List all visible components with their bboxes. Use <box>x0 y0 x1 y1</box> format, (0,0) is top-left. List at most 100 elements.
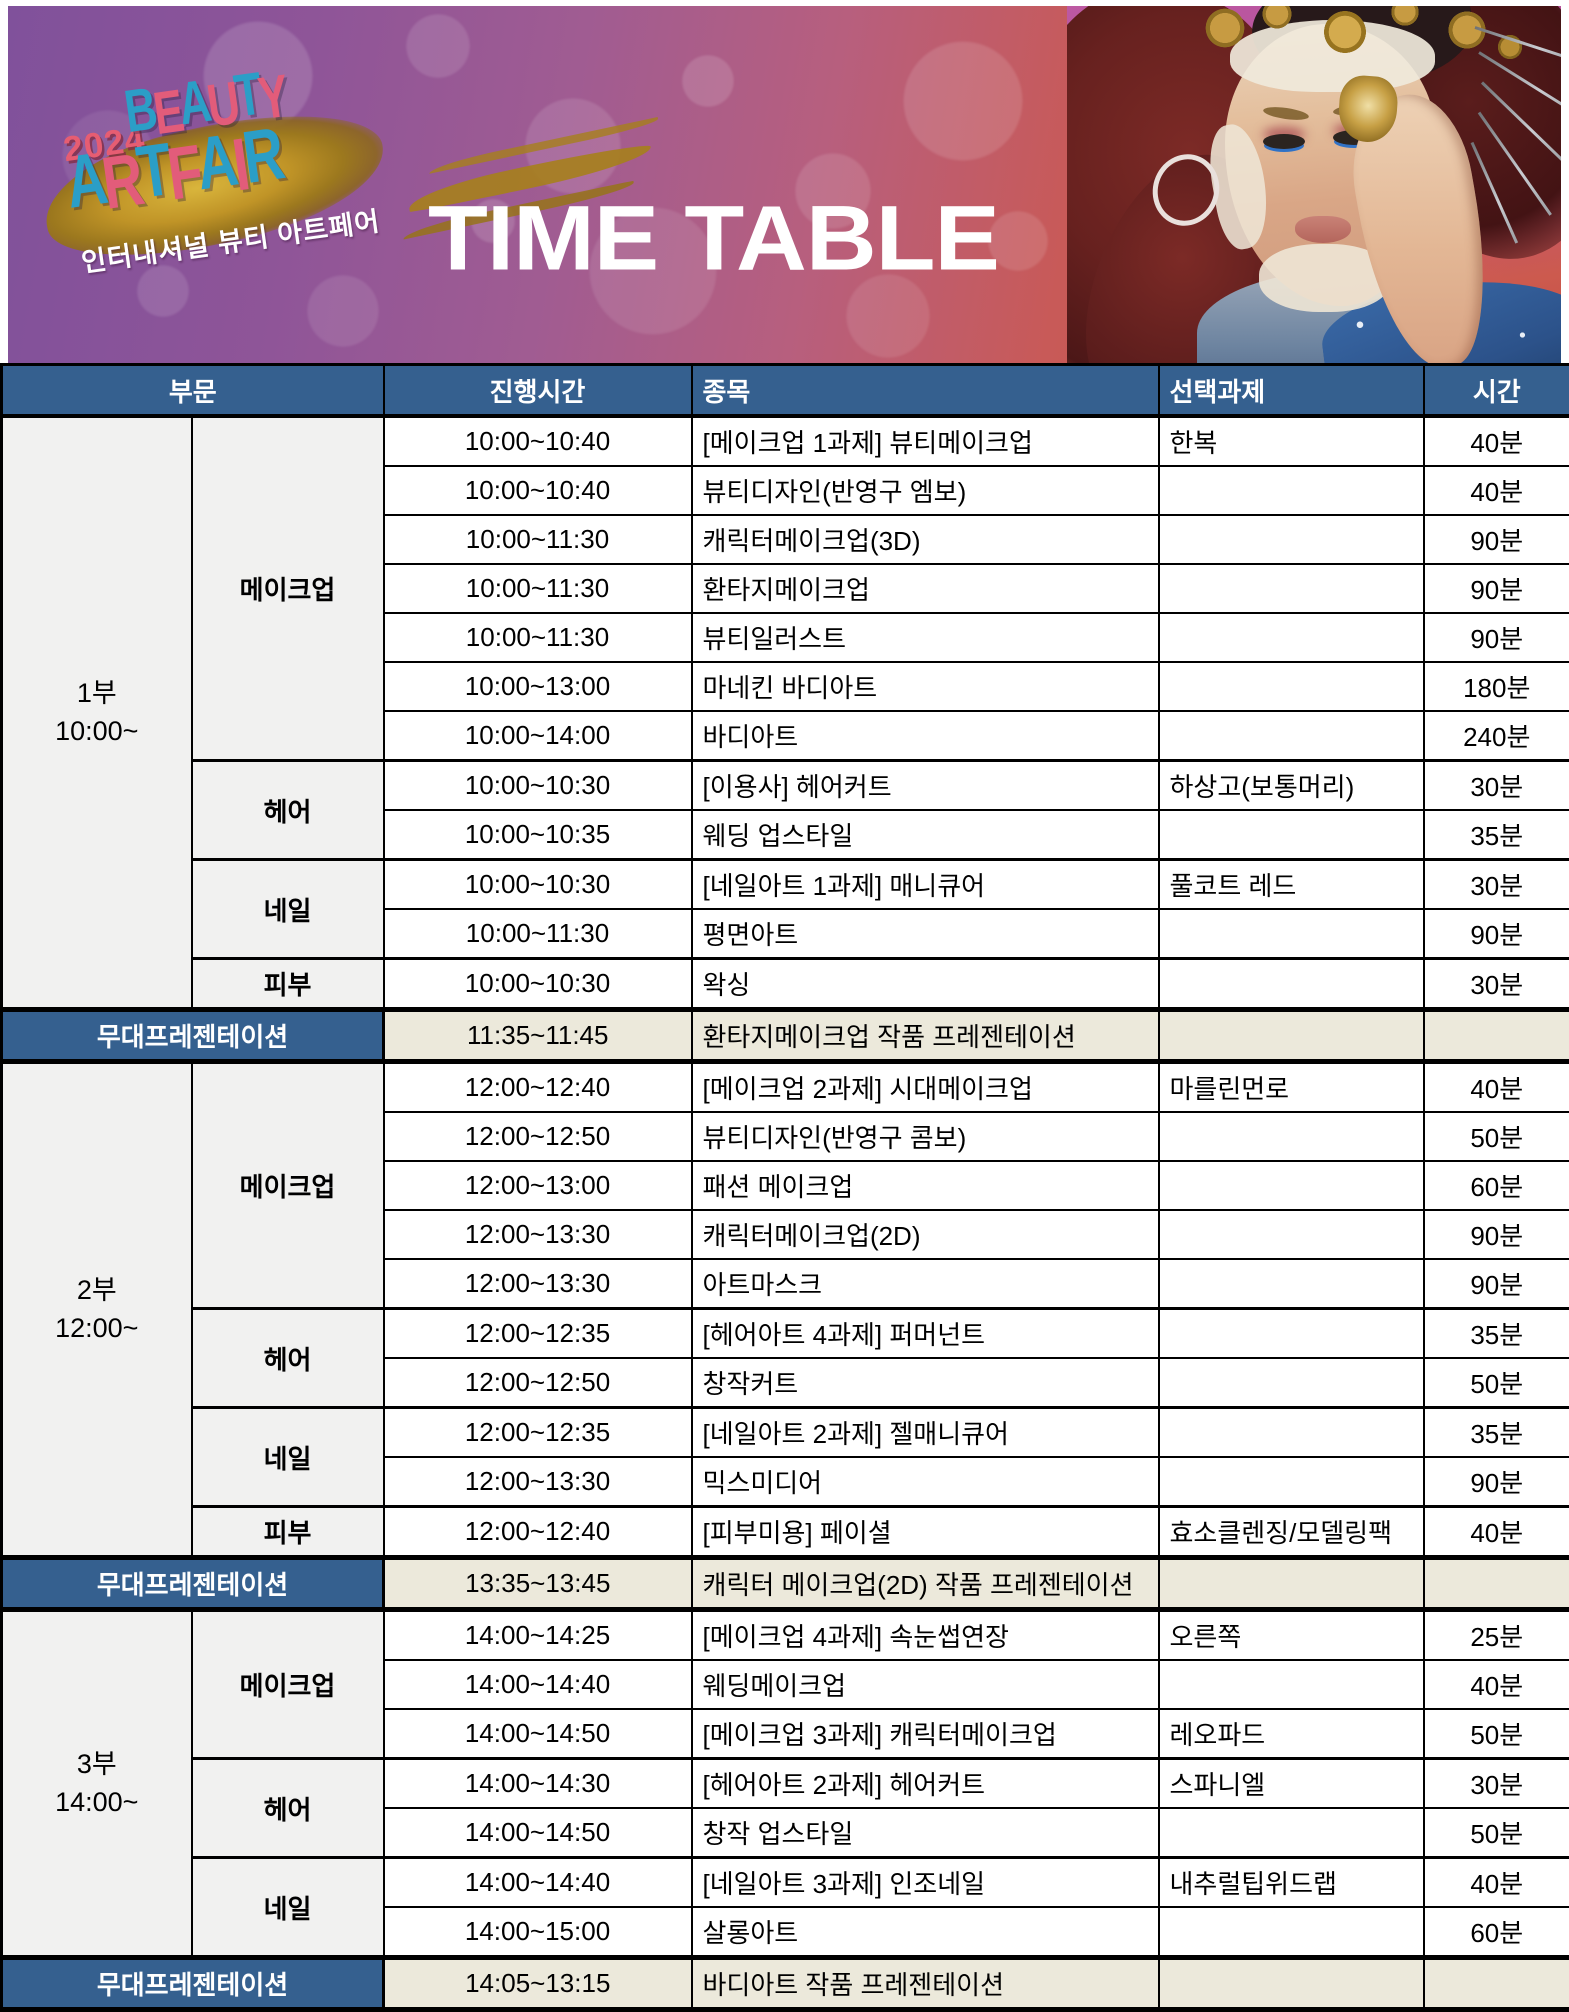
cell-time: 10:00~14:00 <box>384 711 692 761</box>
model-lips <box>1295 216 1351 243</box>
cell-event: 창작커트 <box>692 1358 1159 1408</box>
cell-task <box>1159 662 1424 711</box>
cell-event: 평면아트 <box>692 909 1159 959</box>
presentation-label-cell: 무대프레젠테이션 <box>2 1010 384 1062</box>
cell-event: 창작 업스타일 <box>692 1808 1159 1858</box>
cell-duration: 50분 <box>1424 1808 1569 1858</box>
cell-task: 효소클렌징/모델링팩 <box>1159 1507 1424 1558</box>
header-cell: 진행시간 <box>384 365 692 417</box>
session-part: 3부 <box>3 1746 191 1784</box>
session-start-time: 14:00~ <box>3 1784 191 1822</box>
cell-duration: 90분 <box>1424 1259 1569 1309</box>
cell-task <box>1159 909 1424 959</box>
cell-task <box>1159 711 1424 761</box>
cell-time: 10:00~10:30 <box>384 860 692 910</box>
cell-task <box>1159 1309 1424 1359</box>
category-cell: 네일 <box>192 860 384 959</box>
category-cell: 네일 <box>192 1408 384 1507</box>
category-cell: 메이크업 <box>192 1610 384 1759</box>
cell-event: [메이크업 2과제] 시대메이크업 <box>692 1062 1159 1113</box>
cell-time: 12:00~13:00 <box>384 1161 692 1210</box>
cell-duration: 60분 <box>1424 1907 1569 1958</box>
cell-time: 12:00~12:40 <box>384 1507 692 1558</box>
cell-duration: 50분 <box>1424 1112 1569 1161</box>
cell-event: 웨딩 업스타일 <box>692 810 1159 860</box>
cell-duration: 30분 <box>1424 860 1569 910</box>
cell-event: [메이크업 4과제] 속눈썹연장 <box>692 1610 1159 1661</box>
presentation-task-cell <box>1159 1558 1424 1610</box>
cell-duration: 40분 <box>1424 1062 1569 1113</box>
presentation-event-cell: 환타지메이크업 작품 프레젠테이션 <box>692 1010 1159 1062</box>
model-photo <box>1067 6 1561 363</box>
cell-time: 10:00~13:00 <box>384 662 692 711</box>
cell-event: [헤어아트 2과제] 헤어커트 <box>692 1759 1159 1809</box>
cell-task <box>1159 1358 1424 1408</box>
presentation-task-cell <box>1159 1010 1424 1062</box>
cell-event: [이용사] 헤어커트 <box>692 761 1159 811</box>
cell-task <box>1159 1210 1424 1259</box>
model-eye-left <box>1263 134 1305 149</box>
cell-event: [헤어아트 4과제] 퍼머넌트 <box>692 1309 1159 1359</box>
session-start-time: 10:00~ <box>3 713 191 751</box>
cell-task: 풀코트 레드 <box>1159 860 1424 910</box>
cell-duration: 30분 <box>1424 761 1569 811</box>
cell-task: 마를린먼로 <box>1159 1062 1424 1113</box>
presentation-time-cell: 13:35~13:45 <box>384 1558 692 1610</box>
presentation-duration-cell <box>1424 1958 1569 2010</box>
cell-time: 14:00~14:40 <box>384 1660 692 1709</box>
cell-event: [네일아트 2과제] 젤매니큐어 <box>692 1408 1159 1458</box>
cell-duration: 35분 <box>1424 1408 1569 1458</box>
cell-event: 패션 메이크업 <box>692 1161 1159 1210</box>
cell-task <box>1159 515 1424 564</box>
cell-duration: 90분 <box>1424 909 1569 959</box>
cell-time: 14:00~15:00 <box>384 1907 692 1958</box>
cell-time: 12:00~13:30 <box>384 1259 692 1309</box>
cell-task <box>1159 466 1424 515</box>
cell-time: 12:00~13:30 <box>384 1210 692 1259</box>
cell-task <box>1159 1660 1424 1709</box>
cell-time: 14:00~14:30 <box>384 1759 692 1809</box>
cell-time: 14:00~14:50 <box>384 1709 692 1759</box>
cell-time: 14:00~14:40 <box>384 1858 692 1908</box>
cell-event: [피부미용] 페이셜 <box>692 1507 1159 1558</box>
cell-event: 마네킨 바디아트 <box>692 662 1159 711</box>
presentation-event-cell: 캐릭터 메이크업(2D) 작품 프레젠테이션 <box>692 1558 1159 1610</box>
cell-task <box>1159 1907 1424 1958</box>
cell-event: 믹스미디어 <box>692 1457 1159 1507</box>
category-cell: 메이크업 <box>192 1062 384 1309</box>
cell-time: 12:00~12:40 <box>384 1062 692 1113</box>
cell-task <box>1159 1161 1424 1210</box>
cell-event: 뷰티일러스트 <box>692 613 1159 662</box>
header-cell: 시간 <box>1424 365 1569 417</box>
cell-duration: 90분 <box>1424 515 1569 564</box>
cell-task <box>1159 1457 1424 1507</box>
cell-duration: 35분 <box>1424 810 1569 860</box>
category-cell: 헤어 <box>192 1759 384 1858</box>
cell-duration: 50분 <box>1424 1358 1569 1408</box>
cell-task: 레오파드 <box>1159 1709 1424 1759</box>
presentation-event-cell: 바디아트 작품 프레젠테이션 <box>692 1958 1159 2010</box>
category-cell: 네일 <box>192 1858 384 1958</box>
cell-event: [메이크업 3과제] 캐릭터메이크업 <box>692 1709 1159 1759</box>
cell-duration: 35분 <box>1424 1309 1569 1359</box>
cell-duration: 30분 <box>1424 1759 1569 1809</box>
cell-duration: 90분 <box>1424 1457 1569 1507</box>
gold-crown-ornaments <box>1185 6 1525 76</box>
category-cell: 피부 <box>192 1507 384 1558</box>
banner-background: 2024 BEAUTY ARTFAIR 인터내셔널 뷰티 아트페어 TIME T… <box>8 6 1561 363</box>
presentation-label-cell: 무대프레젠테이션 <box>2 1958 384 2010</box>
category-cell: 메이크업 <box>192 416 384 761</box>
cell-task <box>1159 1808 1424 1858</box>
presentation-time-cell: 11:35~11:45 <box>384 1010 692 1062</box>
